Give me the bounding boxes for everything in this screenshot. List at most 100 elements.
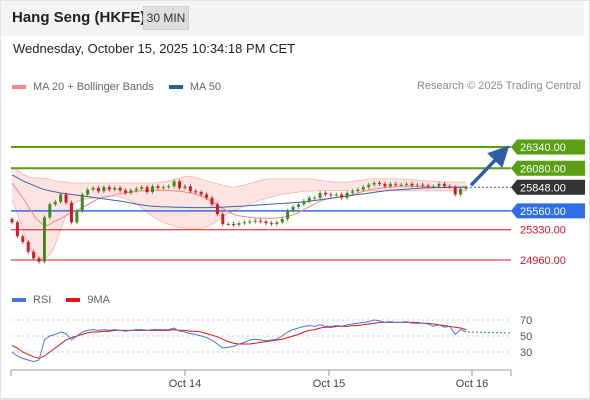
candle-body [302,201,306,205]
level-label-box-3 [511,203,585,219]
candle-body [329,194,333,196]
bollinger-upper [11,166,466,188]
x-tick-label: Oct 16 [456,378,488,390]
candle-body [15,222,19,237]
candle-body [351,191,354,193]
legend-ma20: MA 20 + Bollinger Bands [12,81,154,93]
candle-body [96,187,100,192]
level-label-1: 26080.00 [520,163,566,175]
bollinger-lower [11,190,466,259]
candle-body [194,191,198,193]
legend-ma20-label: MA 20 + Bollinger Bands [33,81,154,93]
candle-body [69,202,73,223]
candle-body [107,187,111,190]
candle-body [188,186,192,192]
legend-rsi: RSI [12,294,51,306]
level-label-box-0 [511,139,585,155]
candle-body [183,186,187,188]
candle-body [442,183,446,187]
candle-body [91,187,95,190]
candle-body [21,236,25,242]
rsi-line [11,319,467,363]
candle-body [178,181,182,188]
level-label-3: 25560.00 [520,206,566,218]
candle-body [367,184,371,188]
candle-body [205,194,209,198]
candle-body [405,183,409,185]
forecast-arrow-line [469,145,510,187]
candle-body [37,258,41,262]
candle-body [286,210,290,220]
candle-body [296,204,300,207]
level-label-box-1 [511,160,585,176]
candle-body [53,201,57,205]
interval-button[interactable]: 30 MIN [143,6,189,30]
candle-body [167,186,171,188]
price-levels [11,146,511,261]
time-axis: Oct 14 Oct 15 Oct 16 [10,369,512,390]
candle-body [215,204,219,215]
rsi-legend: RSI 9MA [12,293,122,306]
candle-body [232,223,236,225]
candle-body [80,194,84,211]
candle-body [459,188,463,195]
candle-body [226,223,230,225]
instrument-title: Hang Seng (HKFE) [12,9,146,26]
level-label-box-2 [511,179,585,195]
rsi-projection [467,331,511,334]
candle-body [275,222,279,224]
level-label-5: 24960.00 [520,255,566,267]
candle-body [145,187,149,193]
legend-ma50-label: MA 50 [189,81,222,93]
candle-body [334,194,338,196]
candle-body [432,186,436,188]
candle-body [129,190,133,193]
candle-body [399,184,403,186]
candle-body [140,187,144,189]
candle-body [356,189,360,192]
candle-body [453,187,457,195]
candle-body [134,188,138,191]
candle-body [448,186,452,188]
candles [10,179,468,264]
candle-body [102,187,106,192]
bollinger-band [11,166,466,259]
candle-body [345,192,349,198]
candle-body [264,221,268,224]
price-legend: MA 20 + Bollinger Bands MA 50 [12,80,233,93]
credit-text: Research © 2025 Trading Central [416,80,581,92]
candle-body [410,183,414,186]
candle-body [437,183,441,187]
price-level-labels: 26340.00 26080.00 25848.00 25560.00 25330.00… [511,139,585,267]
candle-body [383,183,387,187]
level-label-2: 25848.00 [520,182,566,194]
legend-9ma-label: 9MA [87,294,111,306]
candle-body [340,194,344,198]
candle-body [172,181,176,187]
candle-body [415,184,419,186]
candle-body [253,220,257,222]
candle-body [269,223,273,225]
candle-body [26,241,30,252]
rsi-ma-swatch [66,298,81,302]
header-bar [1,1,584,36]
candle-body [124,190,127,193]
candle-body [248,221,252,223]
candle-body [242,222,246,224]
x-tick-label: Oct 14 [169,378,201,390]
legend-rsi-label: RSI [33,294,52,306]
ma50-line [11,174,466,209]
candle-body [75,210,79,223]
candle-body [394,183,398,185]
candle-body [291,206,295,211]
candle-body [59,194,63,202]
candle-body [388,183,392,187]
candle-body [64,194,68,203]
candle-body [237,223,241,225]
candle-body [156,186,160,188]
candle-body [113,187,117,190]
bollinger-fill [12,166,466,259]
candle-body [32,251,36,259]
rsi-tick-label: 70 [520,315,532,327]
